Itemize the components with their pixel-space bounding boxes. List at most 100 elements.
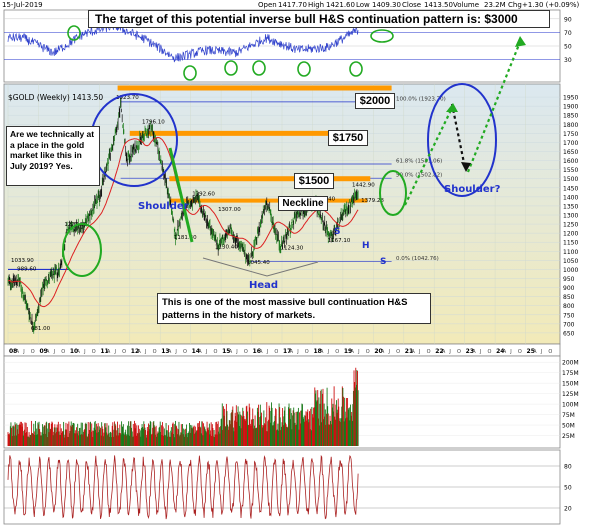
rsi-oversold-circle (252, 60, 266, 76)
month-tick-label: O (366, 349, 370, 355)
year-tick-label: 08 (9, 348, 17, 355)
month-tick-label: O (548, 349, 552, 355)
target-1750-label: $1750 (328, 130, 368, 146)
breakout-circle (62, 223, 102, 277)
month-tick-label: J (205, 349, 207, 355)
question-callout: Are we technically at a place in the gol… (6, 126, 100, 186)
price-tick-label: 1650 (563, 149, 578, 156)
rsi-series (7, 20, 359, 63)
month-tick-label: A (168, 349, 172, 355)
month-tick-label: J (144, 349, 146, 355)
month-tick-label: J (174, 349, 176, 355)
target-1750-bar (129, 130, 359, 136)
month-tick-label: A (290, 349, 294, 355)
month-tick-label: O (335, 349, 339, 355)
month-tick-label: O (305, 349, 309, 355)
month-tick-label: J (327, 349, 329, 355)
year-tick-label: 11 (100, 348, 108, 355)
volume-tick-label: 175M (562, 370, 579, 377)
target-1500-label: $1500 (294, 173, 334, 189)
month-tick-label: J (114, 349, 116, 355)
price-tick-label: 1700 (563, 140, 578, 147)
price-tick-label: 1100 (563, 249, 578, 256)
month-tick-label: A (107, 349, 111, 355)
month-tick-label: A (137, 349, 141, 355)
rsi-oversold-circle (349, 61, 363, 77)
shoulder-right-label: Shoulder? (444, 184, 501, 195)
stoch-tick-label: 20 (564, 506, 572, 513)
target-2000-bar (117, 85, 392, 91)
year-tick-label: 19 (344, 348, 352, 355)
volume-tick-label: 25M (562, 433, 575, 440)
current-circle (379, 170, 407, 216)
month-tick-label: O (487, 349, 491, 355)
price-tick-label: 650 (563, 330, 575, 337)
month-tick-label: A (76, 349, 80, 355)
shoulder-down-line (168, 147, 194, 243)
target-1500-bar (169, 176, 371, 182)
stoch-tick-label: 50 (564, 485, 572, 492)
price-point-label: 1796.10 (142, 119, 165, 125)
year-tick-label: 17 (283, 348, 291, 355)
volume-tick-label: 150M (562, 381, 579, 388)
price-tick-label: 1400 (563, 194, 578, 201)
month-tick-label: J (448, 349, 450, 355)
price-tick-label: 1150 (563, 240, 578, 247)
rsi-oversold-circle (183, 65, 197, 81)
price-tick-label: 1050 (563, 258, 578, 265)
header-close-label: Close (402, 1, 421, 9)
h-label: H (362, 241, 370, 251)
price-point-label: 1442.90 (352, 183, 375, 189)
shoulder-left-label: Shoulder (138, 201, 189, 212)
right-shoulder-circle (427, 83, 497, 197)
projection-arrowhead-2 (461, 162, 471, 172)
price-tick-label: 1900 (563, 104, 578, 111)
header-high: 1421.60 (326, 1, 355, 9)
year-tick-label: 09 (39, 348, 47, 355)
year-tick-label: 14 (192, 348, 200, 355)
price-point-label: 1033.90 (11, 258, 34, 264)
price-tick-label: 900 (563, 285, 575, 292)
rsi-tick-label: 70 (564, 30, 572, 37)
volume-tick-label: 125M (562, 391, 579, 398)
stoch-tick-label: 80 (564, 464, 572, 471)
projection-down (450, 103, 467, 169)
month-tick-label: J (296, 349, 298, 355)
month-tick-label: O (31, 349, 35, 355)
price-tick-label: 1250 (563, 222, 578, 229)
chart-title: $GOLD (Weekly) 1413.50 (8, 93, 103, 102)
month-tick-label: A (503, 349, 507, 355)
price-point-label: 1045.40 (247, 260, 270, 266)
price-tick-label: 1300 (563, 213, 578, 220)
rsi-oversold-circle (67, 25, 81, 41)
header-low-label: Low (356, 1, 370, 9)
head-label: Head (249, 280, 278, 291)
price-tick-label: 700 (563, 321, 575, 328)
month-tick-label: O (518, 349, 522, 355)
rsi-line (7, 20, 359, 63)
header-date: 15-Jul-2019 (2, 1, 43, 9)
stochastic-series (7, 454, 359, 520)
target-callout: The target of this potential inverse bul… (88, 10, 550, 28)
year-tick-label: 24 (496, 348, 504, 355)
month-tick-label: A (46, 349, 50, 355)
price-tick-label: 1750 (563, 131, 578, 138)
year-tick-label: 18 (313, 348, 321, 355)
stochastic-line (7, 454, 359, 520)
month-tick-label: J (418, 349, 420, 355)
rsi-tick-label: 30 (564, 57, 572, 64)
rsi-tick-label: 50 (564, 44, 572, 51)
month-tick-label: O (122, 349, 126, 355)
neckline-bar (169, 198, 368, 203)
month-tick-label: A (198, 349, 202, 355)
price-point-label: 1130.40 (215, 245, 238, 251)
month-tick-label: J (53, 349, 55, 355)
price-point-label: 1923.70 (116, 95, 139, 101)
month-tick-label: O (274, 349, 278, 355)
price-point-label: 681.00 (31, 326, 51, 332)
price-tick-label: 1800 (563, 122, 578, 129)
price-tick-label: 1600 (563, 158, 578, 165)
month-tick-label: A (472, 349, 476, 355)
month-tick-label: J (266, 349, 268, 355)
